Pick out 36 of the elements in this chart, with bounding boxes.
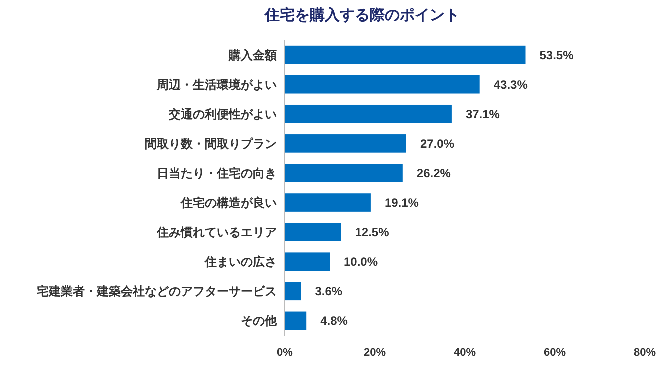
y-tick-label: 購入金額: [228, 48, 277, 62]
y-tick-label: 間取り数・間取りプラン: [145, 136, 277, 151]
y-tick-label: その他: [241, 314, 278, 328]
bar: [285, 282, 302, 301]
chart-title: 住宅を購入する際のポイント: [264, 6, 460, 24]
x-tick-label: 20%: [364, 347, 386, 359]
bar: [285, 134, 406, 153]
x-tick-label: 40%: [454, 347, 476, 359]
x-tick-label: 60%: [544, 347, 566, 359]
bar: [285, 194, 371, 212]
x-tick-label: 0%: [277, 347, 294, 359]
data-label: 27.0%: [420, 136, 455, 151]
bar: [285, 223, 342, 242]
y-tick-label: 交通の利便性がよい: [168, 107, 277, 122]
x-tick-label: 80%: [634, 347, 656, 359]
data-label: 43.3%: [494, 78, 528, 92]
bar: [285, 312, 307, 330]
bar: [285, 252, 330, 272]
data-label: 4.8%: [320, 314, 348, 328]
data-label: 10.0%: [344, 255, 378, 270]
data-label: 12.5%: [355, 226, 390, 240]
bar: [285, 75, 480, 94]
data-label: 19.1%: [384, 196, 420, 210]
data-label: 37.1%: [466, 107, 500, 122]
bar: [285, 164, 403, 182]
data-label: 3.6%: [315, 284, 343, 299]
y-tick-label: 住み慣れているエリア: [156, 226, 277, 240]
y-tick-label: 住まいの広さ: [204, 255, 277, 270]
y-tick-label: 日当たり・住宅の向き: [157, 166, 277, 180]
y-tick-label: 周辺・生活環境がよい: [156, 78, 277, 92]
bar: [285, 46, 526, 64]
y-tick-label: 宅建業者・建築会社などのアフターサービス: [37, 284, 277, 299]
data-label: 26.2%: [416, 166, 452, 180]
data-label: 53.5%: [540, 48, 574, 62]
y-tick-label: 住宅の構造が良い: [180, 196, 277, 210]
bar: [285, 104, 452, 124]
